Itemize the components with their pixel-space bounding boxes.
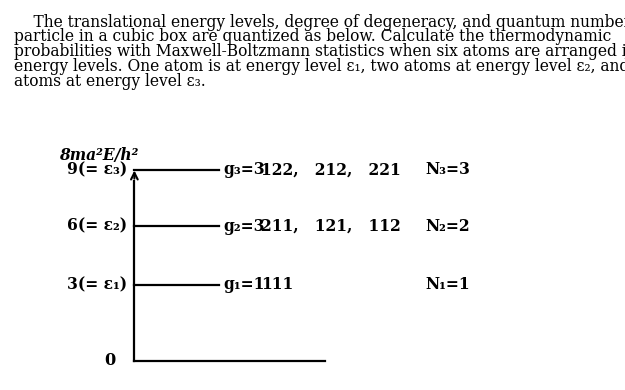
- Text: 211,   121,   112: 211, 121, 112: [261, 218, 401, 235]
- Text: N₁=1: N₁=1: [425, 276, 469, 293]
- Text: 6(= ε₂): 6(= ε₂): [67, 218, 127, 235]
- Text: N₃=3: N₃=3: [425, 161, 470, 178]
- Text: g₂=3: g₂=3: [224, 218, 265, 235]
- Text: g₃=3: g₃=3: [224, 161, 266, 178]
- Text: 9(= ε₃): 9(= ε₃): [67, 161, 127, 178]
- Text: probabilities with Maxwell-Boltzmann statistics when six atoms are arranged in t: probabilities with Maxwell-Boltzmann sta…: [14, 43, 625, 60]
- Text: 8ma²E/h²: 8ma²E/h²: [59, 147, 139, 165]
- Text: 3(= ε₁): 3(= ε₁): [67, 276, 127, 293]
- Text: 111: 111: [261, 276, 294, 293]
- Text: 122,   212,   221: 122, 212, 221: [261, 161, 401, 178]
- Text: N₂=2: N₂=2: [425, 218, 469, 235]
- Text: The translational energy levels, degree of degeneracy, and quantum numbers for a: The translational energy levels, degree …: [14, 14, 625, 31]
- Text: atoms at energy level ε₃.: atoms at energy level ε₃.: [14, 73, 206, 90]
- Text: energy levels. One atom is at energy level ε₁, two atoms at energy level ε₂, and: energy levels. One atom is at energy lev…: [14, 58, 625, 75]
- Text: particle in a cubic box are quantized as below. Calculate the thermodynamic: particle in a cubic box are quantized as…: [14, 28, 611, 46]
- Text: 0: 0: [104, 352, 116, 369]
- Text: g₁=1: g₁=1: [224, 276, 265, 293]
